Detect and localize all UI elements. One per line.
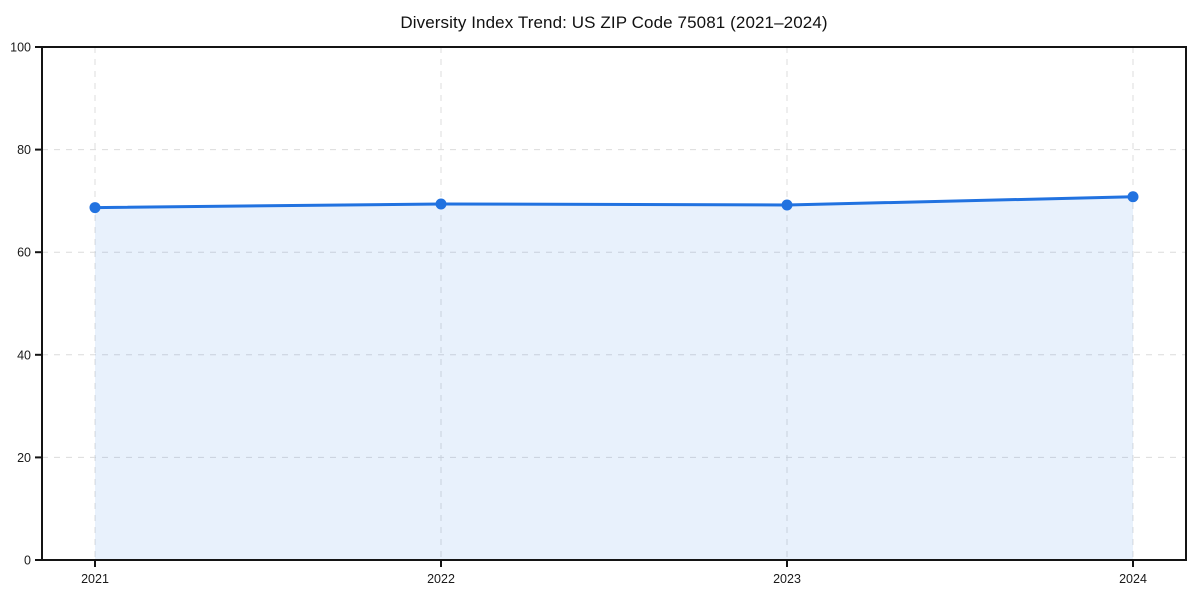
x-tick-label: 2024 — [1119, 572, 1147, 586]
y-tick-label: 20 — [17, 451, 31, 465]
y-tick-label: 100 — [10, 41, 31, 55]
y-tick-label: 80 — [17, 143, 31, 157]
x-tick-label: 2022 — [427, 572, 455, 586]
chart-title: Diversity Index Trend: US ZIP Code 75081… — [400, 13, 828, 32]
trend-line — [93, 195, 1135, 210]
y-tick-label: 60 — [17, 246, 31, 260]
area-fill — [95, 196, 1133, 560]
data-point-2021 — [89, 202, 101, 214]
data-point-2022 — [435, 198, 447, 210]
data-point-2023 — [781, 199, 793, 211]
x-tick-label: 2023 — [773, 572, 801, 586]
y-tick-label: 40 — [17, 348, 31, 362]
data-point-2024 — [1127, 191, 1139, 203]
x-tick-label: 2021 — [81, 572, 109, 586]
y-tick-label: 0 — [24, 554, 31, 568]
axes-spines — [41, 46, 1187, 561]
